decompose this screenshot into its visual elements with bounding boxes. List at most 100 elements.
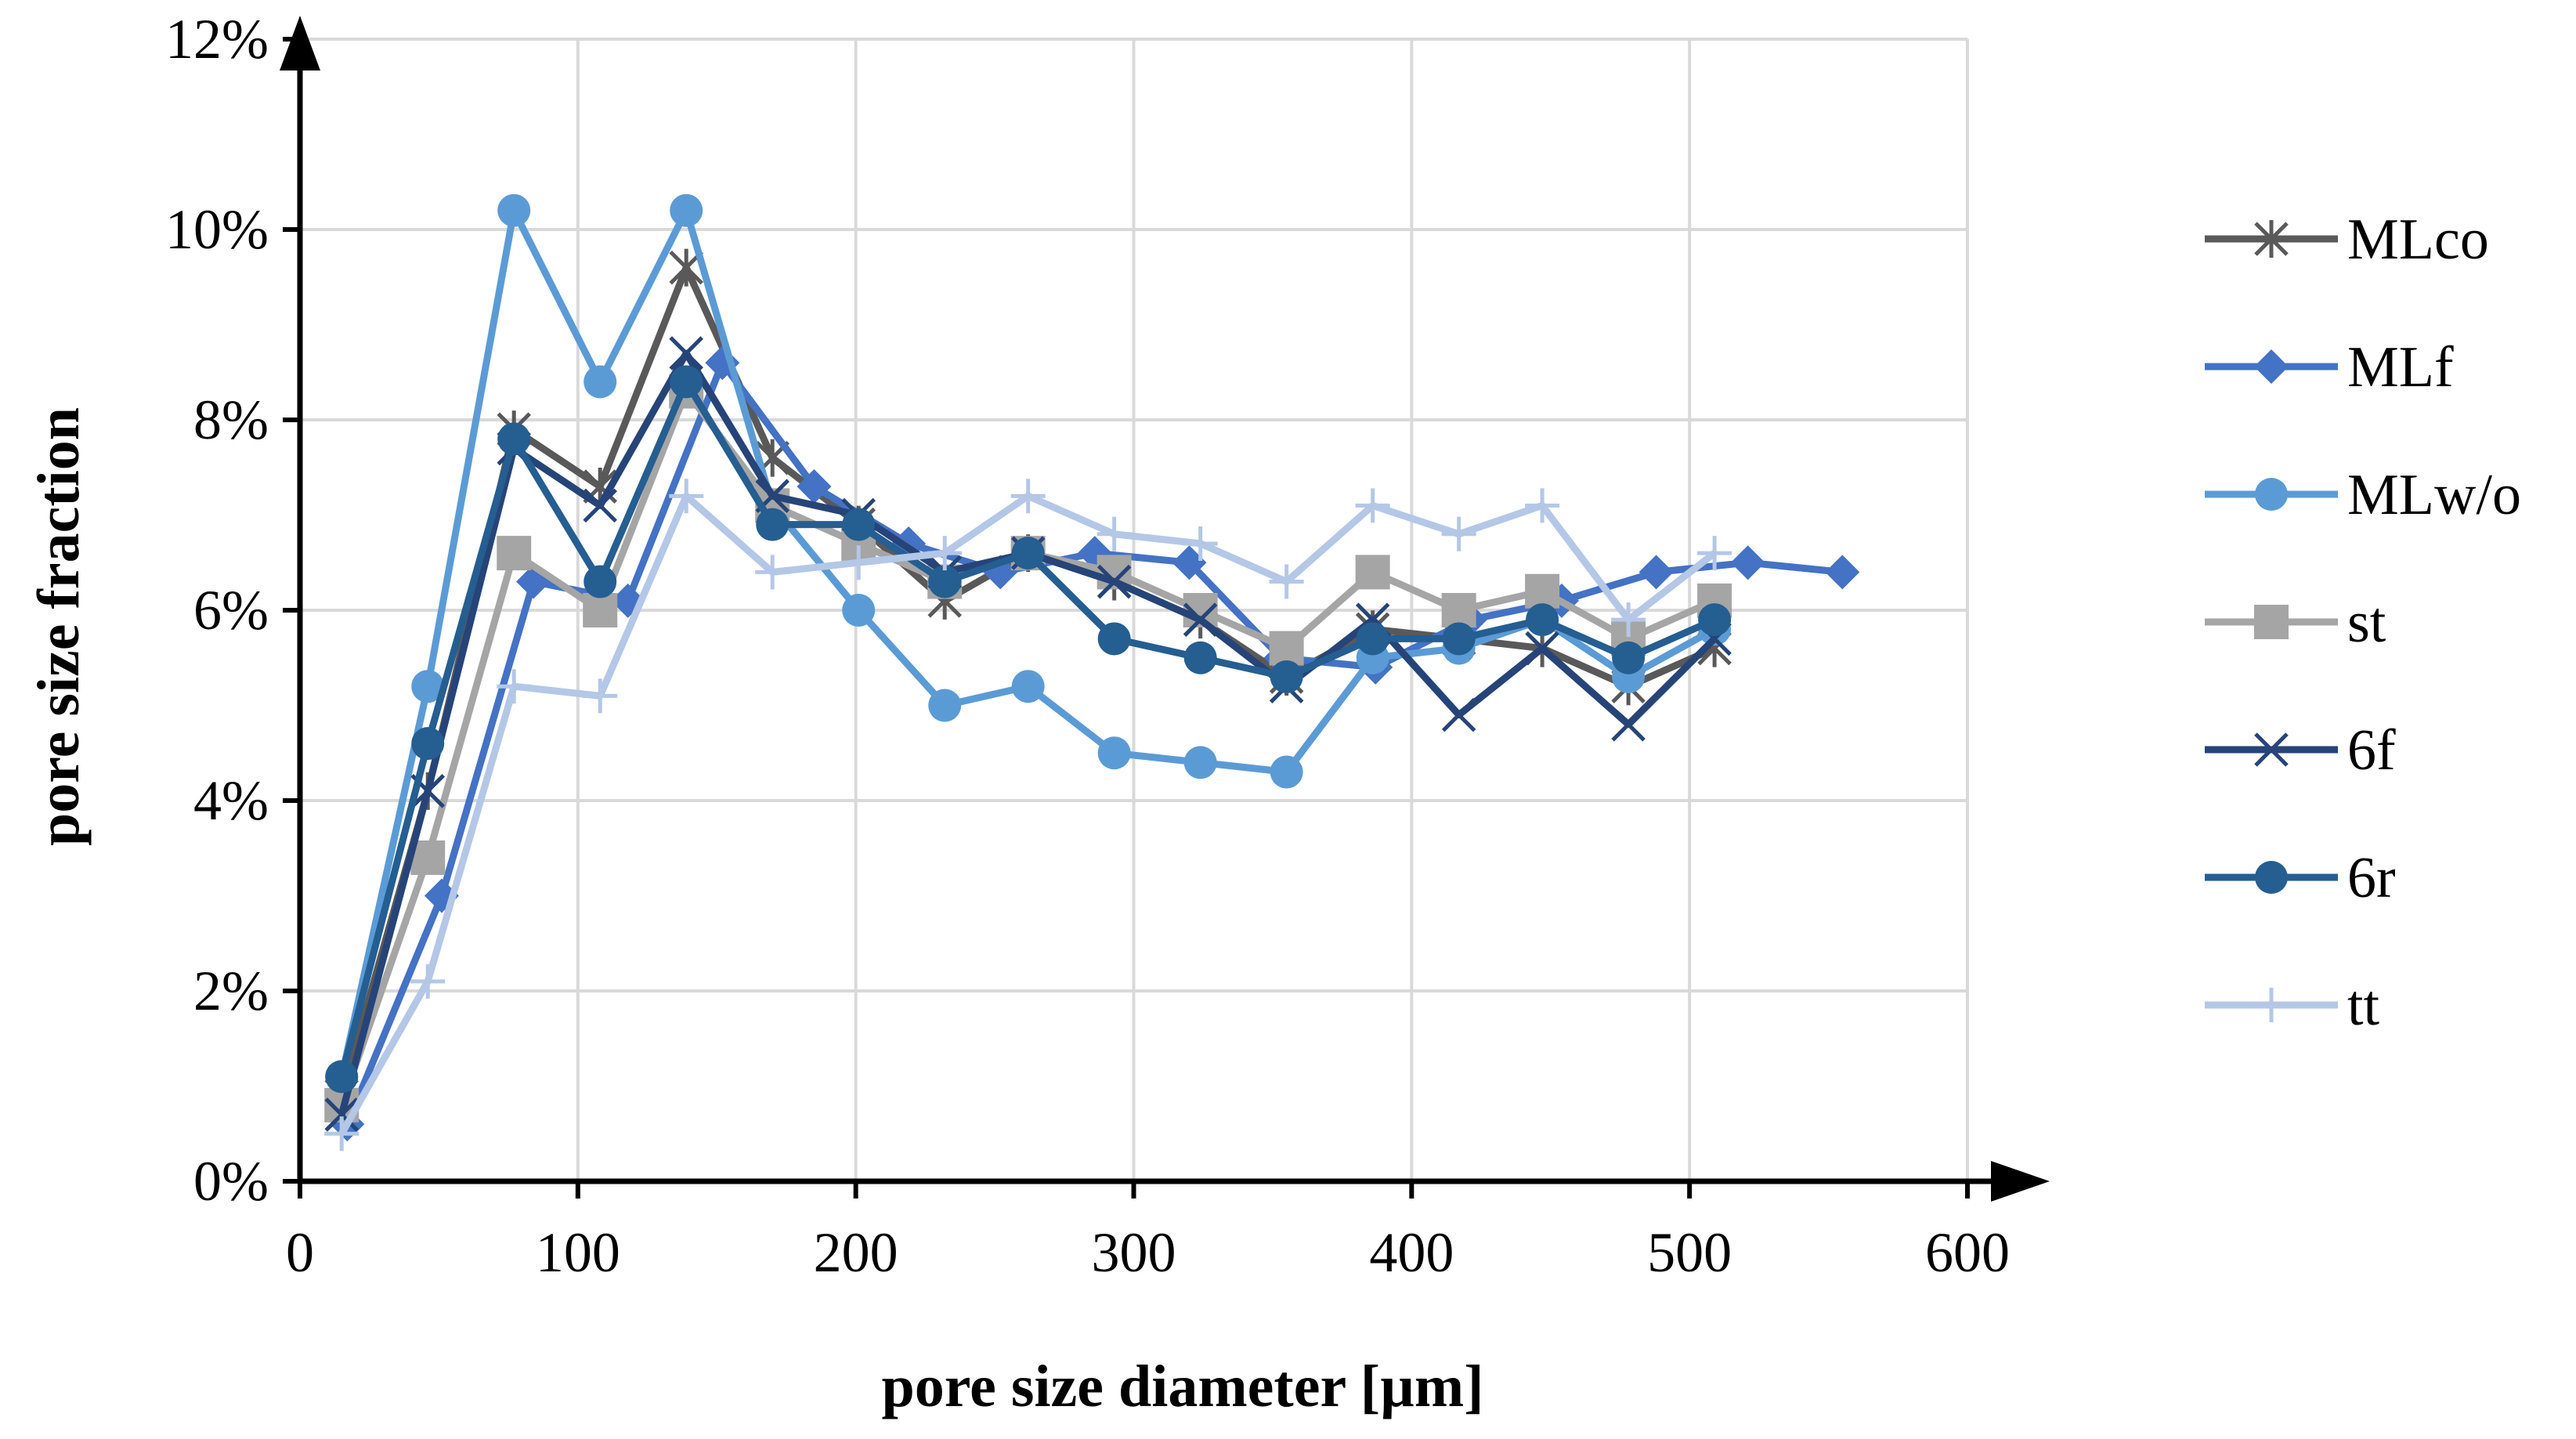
data-point <box>1611 707 1646 742</box>
data-point <box>1525 488 1560 523</box>
legend-entry: 6r <box>2205 846 2396 910</box>
data-point <box>1697 536 1732 571</box>
y-tick-label: 10% <box>165 198 269 261</box>
legend-label: 6r <box>2347 846 2396 910</box>
data-point <box>1183 746 1217 779</box>
data-point <box>670 193 703 227</box>
y-tick-label: 12% <box>165 8 269 71</box>
data-point <box>1698 603 1732 637</box>
y-tick-label: 6% <box>193 579 269 642</box>
legend-label: MLco <box>2347 208 2489 272</box>
data-point <box>842 508 876 541</box>
data-point <box>1526 603 1559 637</box>
series-line <box>344 359 1843 1126</box>
series-line <box>338 349 1718 1116</box>
y-axis-title: pore size fraction <box>26 407 92 846</box>
data-point <box>756 508 789 541</box>
y-axis-arrow <box>280 16 320 71</box>
data-point <box>1269 564 1304 599</box>
x-tick-label: 200 <box>814 1221 898 1284</box>
data-point <box>411 670 445 703</box>
data-point <box>1172 545 1207 580</box>
data-point <box>1356 622 1389 656</box>
legend-label: 6f <box>2347 718 2396 783</box>
x-tick-label: 0 <box>286 1221 314 1284</box>
series-line <box>338 492 1717 1136</box>
axes <box>280 16 2050 1202</box>
data-point <box>928 565 962 598</box>
data-point <box>583 565 617 598</box>
data-point <box>497 536 532 571</box>
legend-entry: MLf <box>2205 335 2454 400</box>
data-point <box>1525 631 1559 666</box>
legend-entry: tt <box>2205 974 2380 1038</box>
data-point <box>1442 622 1476 656</box>
data-point <box>841 545 876 580</box>
data-point <box>325 1060 359 1094</box>
data-point <box>755 555 790 590</box>
legend-label: tt <box>2347 974 2380 1038</box>
data-point <box>1010 479 1046 514</box>
series-6r <box>325 365 1732 1094</box>
data-point <box>497 422 531 456</box>
data-point <box>1183 641 1217 674</box>
x-tick-label: 500 <box>1647 1221 1732 1284</box>
data-point <box>583 593 618 627</box>
data-point <box>1270 660 1303 694</box>
data-point <box>1270 755 1303 789</box>
legend-entry: MLco <box>2205 208 2489 272</box>
data-point <box>1612 641 1646 674</box>
legend-label: st <box>2347 591 2386 655</box>
data-point <box>410 964 446 999</box>
data-point <box>669 479 704 514</box>
data-point <box>1097 622 1131 656</box>
legend-label: MLw/o <box>2347 463 2521 527</box>
x-tick-label: 300 <box>1092 1221 1176 1284</box>
data-point <box>2255 861 2288 894</box>
legend: MLco MLf MLw/o st 6f 6r tt <box>2205 208 2521 1038</box>
data-point <box>1097 564 1132 599</box>
data-point <box>669 336 703 371</box>
data-point <box>1730 545 1765 580</box>
legend-entry: 6f <box>2205 718 2396 783</box>
data-point <box>1011 537 1045 570</box>
data-point <box>1183 526 1218 561</box>
y-tick-label: 4% <box>193 769 269 832</box>
data-point <box>497 669 532 704</box>
data-point <box>1825 555 1860 590</box>
data-point <box>583 678 618 714</box>
x-tick-label: 600 <box>1925 1221 2010 1284</box>
tick-labels: 0% 2% 4% 6% 8% 10% 12% 0 100 200 300 400 500 600 <box>165 8 2010 1284</box>
data-point <box>497 193 531 227</box>
gridlines <box>300 38 1969 1181</box>
data-point <box>324 1116 359 1152</box>
data-point <box>2255 478 2288 511</box>
series-tt <box>324 479 1732 1152</box>
data-point <box>797 469 832 504</box>
data-point <box>928 689 962 722</box>
data-point <box>670 365 703 399</box>
data-point <box>1269 631 1304 666</box>
series-6f <box>324 336 1732 1132</box>
plot-area <box>324 193 1860 1152</box>
y-tick-label: 2% <box>193 960 269 1022</box>
x-tick-label: 400 <box>1369 1221 1454 1284</box>
data-point <box>2254 988 2289 1022</box>
data-point <box>1441 516 1476 551</box>
x-tick-label: 100 <box>536 1221 620 1284</box>
data-point <box>927 536 963 571</box>
data-point <box>1525 573 1560 609</box>
data-point <box>1611 602 1646 638</box>
data-point <box>1183 602 1218 637</box>
y-tick-label: 0% <box>193 1150 269 1213</box>
data-point <box>1355 488 1390 523</box>
data-point <box>2254 732 2289 767</box>
data-point <box>1441 697 1476 732</box>
x-axis-title: pore size diameter [µm] <box>881 1354 1483 1419</box>
series-mlf <box>330 345 1860 1142</box>
data-point <box>1011 670 1045 703</box>
data-point <box>1638 555 1674 590</box>
data-point <box>324 1097 359 1132</box>
data-point <box>2254 349 2289 384</box>
